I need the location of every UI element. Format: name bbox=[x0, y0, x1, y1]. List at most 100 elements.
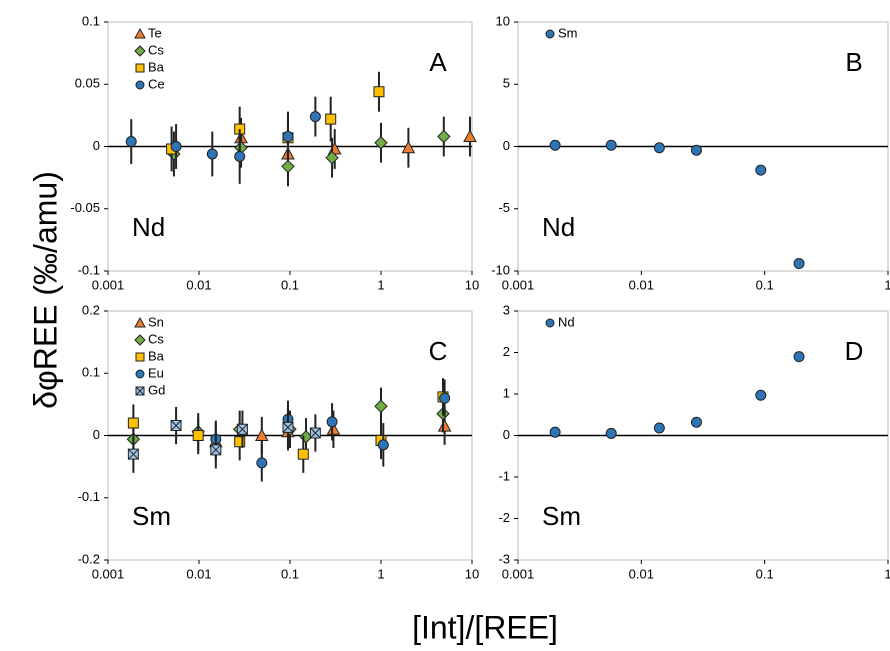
marker bbox=[793, 351, 805, 363]
marker bbox=[170, 420, 182, 432]
marker bbox=[192, 430, 204, 441]
marker bbox=[134, 45, 146, 57]
x-tick-label: 0.01 bbox=[629, 277, 654, 292]
marker bbox=[281, 159, 295, 174]
y-tick-label: -0.2 bbox=[78, 551, 100, 566]
x-tick-label: 0.001 bbox=[92, 566, 125, 581]
x-tick-label: 1 bbox=[884, 566, 890, 581]
legend-label: Sn bbox=[148, 314, 164, 329]
x-tick-label: 0.001 bbox=[502, 566, 535, 581]
x-tick-label: 0.01 bbox=[629, 566, 654, 581]
x-tick-label: 0.1 bbox=[756, 277, 774, 292]
marker bbox=[437, 419, 452, 432]
marker bbox=[463, 129, 477, 143]
marker bbox=[234, 436, 246, 448]
x-tick-label: 0.001 bbox=[92, 277, 125, 292]
y-tick-label: 10 bbox=[496, 13, 510, 28]
y-tick-label: 0 bbox=[503, 427, 510, 442]
marker bbox=[134, 316, 146, 328]
marker bbox=[545, 29, 555, 39]
marker bbox=[297, 448, 309, 460]
marker bbox=[282, 421, 294, 433]
legend-label: Cs bbox=[148, 331, 164, 346]
y-tick-label: -0.1 bbox=[78, 489, 100, 504]
marker bbox=[127, 448, 139, 460]
marker bbox=[135, 63, 145, 73]
marker bbox=[690, 144, 702, 156]
marker bbox=[549, 426, 561, 438]
marker bbox=[437, 129, 451, 144]
x-tick-label: 10 bbox=[465, 566, 479, 581]
marker bbox=[135, 386, 145, 396]
y-tick-label: -10 bbox=[491, 262, 510, 277]
x-tick-label: 0.01 bbox=[186, 566, 211, 581]
y-tick-label: 3 bbox=[503, 302, 510, 317]
x-axis-title: [Int]/[REE] bbox=[412, 609, 558, 645]
marker bbox=[127, 417, 139, 429]
legend-label: Gd bbox=[148, 382, 165, 397]
marker bbox=[135, 352, 145, 362]
panel-element: Nd bbox=[542, 212, 575, 242]
marker bbox=[210, 444, 222, 456]
marker bbox=[327, 141, 342, 155]
marker bbox=[545, 318, 555, 328]
marker bbox=[374, 399, 388, 413]
marker bbox=[793, 258, 805, 270]
panel-element: Nd bbox=[132, 212, 165, 242]
y-tick-label: 0 bbox=[93, 138, 100, 153]
y-tick-label: 0 bbox=[503, 138, 510, 153]
marker bbox=[326, 416, 338, 428]
marker bbox=[326, 422, 341, 435]
marker bbox=[254, 428, 269, 441]
x-tick-label: 1 bbox=[377, 277, 384, 292]
y-tick-label: -0.1 bbox=[78, 262, 100, 277]
legend-label: Ba bbox=[148, 348, 165, 363]
y-tick-label: -1 bbox=[498, 468, 510, 483]
y-tick-label: -3 bbox=[498, 551, 510, 566]
x-tick-label: 10 bbox=[465, 277, 479, 292]
marker bbox=[309, 111, 321, 123]
panel-letter: B bbox=[845, 47, 862, 77]
x-tick-label: 0.01 bbox=[186, 277, 211, 292]
legend-label: Ce bbox=[148, 76, 165, 91]
legend-label: Sm bbox=[558, 25, 578, 40]
marker bbox=[605, 427, 617, 439]
y-tick-label: -0.05 bbox=[70, 200, 100, 215]
y-tick-label: -5 bbox=[498, 200, 510, 215]
y-tick-label: -2 bbox=[498, 510, 510, 525]
panel-element: Sm bbox=[132, 501, 171, 531]
legend-label: Ba bbox=[148, 59, 165, 74]
marker bbox=[374, 136, 388, 150]
x-tick-label: 0.1 bbox=[281, 277, 299, 292]
legend-label: Te bbox=[148, 25, 162, 40]
panel-letter: D bbox=[845, 336, 864, 366]
marker bbox=[605, 139, 617, 151]
x-tick-label: 1 bbox=[377, 566, 384, 581]
marker bbox=[125, 136, 137, 148]
marker bbox=[439, 392, 451, 404]
x-tick-label: 0.1 bbox=[281, 566, 299, 581]
panel-element: Sm bbox=[542, 501, 581, 531]
marker bbox=[236, 423, 248, 435]
marker bbox=[325, 113, 337, 125]
marker bbox=[377, 439, 389, 451]
y-tick-label: 0.2 bbox=[82, 302, 100, 317]
y-tick-label: 2 bbox=[503, 344, 510, 359]
marker bbox=[373, 86, 385, 98]
y-tick-label: 1 bbox=[503, 385, 510, 400]
marker bbox=[135, 80, 145, 90]
y-tick-label: 0.1 bbox=[82, 13, 100, 28]
marker bbox=[653, 422, 665, 434]
panel-letter: A bbox=[429, 47, 447, 77]
y-tick-label: 0.05 bbox=[75, 76, 100, 91]
x-tick-label: 1 bbox=[884, 277, 890, 292]
marker bbox=[401, 140, 416, 154]
marker bbox=[256, 457, 268, 469]
marker bbox=[325, 150, 339, 165]
y-tick-label: 5 bbox=[503, 76, 510, 91]
y-axis-title: δφREE (‰/amu) bbox=[27, 171, 63, 409]
marker bbox=[134, 334, 146, 346]
marker bbox=[309, 427, 321, 439]
legend-label: Eu bbox=[148, 365, 164, 380]
